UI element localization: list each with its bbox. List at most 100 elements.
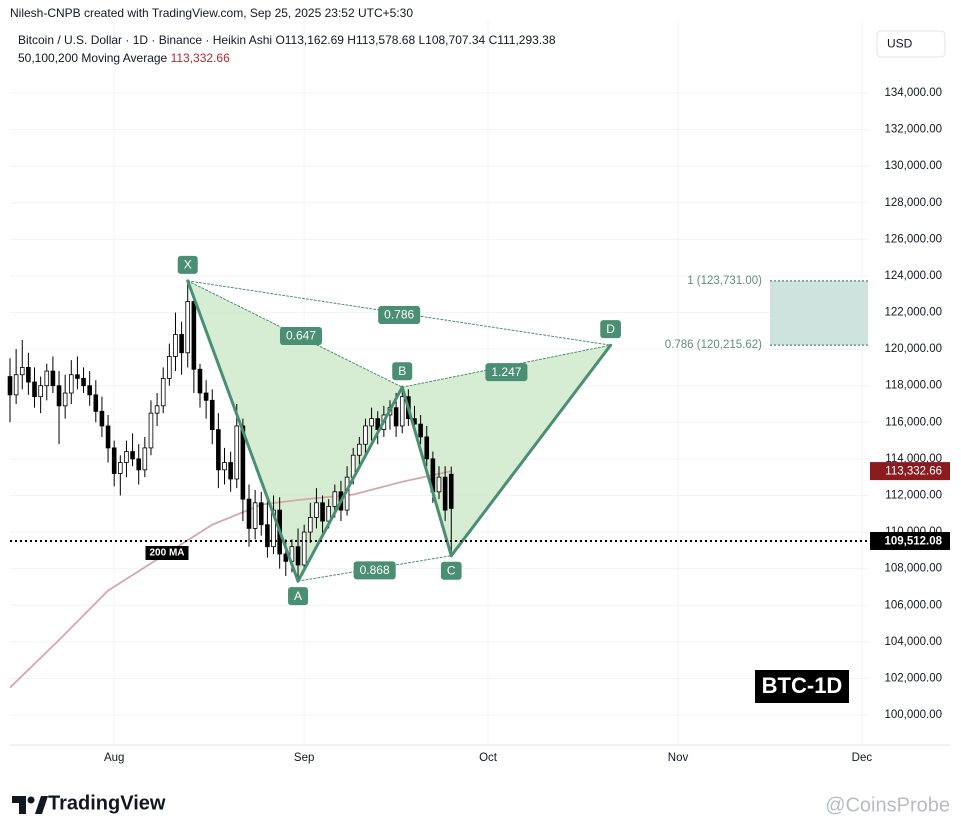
currency[interactable]: USD bbox=[887, 37, 913, 51]
pattern-leg bbox=[400, 385, 453, 558]
candle-body bbox=[222, 462, 227, 471]
candle-body bbox=[118, 462, 123, 474]
ohlc-low: L108,707.34 bbox=[418, 33, 485, 47]
ma-tag: 200 MA bbox=[145, 546, 189, 560]
symbol-line: Bitcoin / U.S. Dollar · 1D · Binance · H… bbox=[18, 33, 556, 47]
candle-body bbox=[185, 301, 191, 354]
fib-zone bbox=[770, 280, 868, 346]
indicator-value: 113,332.66 bbox=[171, 51, 230, 65]
point-label-box bbox=[600, 320, 621, 339]
candle-body bbox=[209, 399, 215, 431]
y-tick-label: 116,000.00 bbox=[885, 416, 942, 428]
y-tick-label: 108,000.00 bbox=[884, 563, 942, 575]
y-tick-label: 114,000.00 bbox=[885, 453, 942, 465]
y-tick-label: 106,000.00 bbox=[884, 599, 942, 611]
candle-body bbox=[99, 410, 105, 427]
candle-body bbox=[252, 502, 258, 529]
ohlc-high: H113,578.68 bbox=[347, 33, 415, 47]
candle-body bbox=[369, 418, 374, 427]
ratio-label-box bbox=[353, 561, 396, 580]
point-label: B bbox=[392, 362, 413, 381]
x-tick-label: Oct bbox=[479, 752, 498, 764]
y-tick-label: 130,000.00 bbox=[884, 160, 942, 172]
ratio-label-box bbox=[279, 327, 322, 346]
candle-body bbox=[32, 381, 37, 398]
y-tick-label: 124,000.00 bbox=[884, 270, 942, 282]
y-tick-label: 100,000.00 bbox=[884, 709, 942, 721]
ratio-label-box bbox=[378, 306, 421, 325]
watermark: @CoinsProbe bbox=[825, 794, 950, 816]
candle-body bbox=[228, 462, 233, 480]
candle-body bbox=[136, 458, 141, 471]
ratio-label-box bbox=[485, 363, 528, 382]
badge-box bbox=[755, 670, 849, 703]
pattern-leg bbox=[449, 343, 613, 558]
candle-body bbox=[320, 502, 325, 522]
candle-body bbox=[62, 392, 68, 407]
candle-body bbox=[265, 524, 270, 548]
ratio-label-text: 1.247 bbox=[491, 365, 521, 379]
x-tick-label: Aug bbox=[104, 752, 124, 764]
ma-value-label: 113,332.66 bbox=[885, 466, 942, 478]
candle-body bbox=[399, 396, 405, 427]
y-tick-label: 120,000.00 bbox=[884, 343, 942, 355]
candle-body bbox=[283, 553, 289, 562]
candle-body bbox=[308, 517, 313, 533]
candle-body bbox=[357, 443, 362, 456]
candle-body bbox=[363, 425, 368, 445]
point-label: C bbox=[440, 561, 462, 580]
candle-body bbox=[197, 368, 203, 394]
point-label: A bbox=[288, 587, 309, 606]
y-tick-label: 104,000.00 bbox=[884, 636, 942, 648]
candle-body bbox=[191, 301, 197, 370]
candle-body bbox=[124, 451, 129, 463]
y-tick-label: 132,000.00 bbox=[884, 124, 942, 136]
point-label-box bbox=[392, 362, 413, 381]
x-tick-label: Nov bbox=[668, 752, 689, 764]
currency-button[interactable] bbox=[876, 30, 946, 58]
candle-body bbox=[234, 425, 240, 480]
candle-body bbox=[75, 374, 80, 379]
candle-body bbox=[173, 334, 178, 357]
y-tick-label: 118,000.00 bbox=[885, 380, 942, 392]
candle-body bbox=[203, 392, 209, 401]
candle-body bbox=[295, 546, 301, 566]
ratio-label: 0.647 bbox=[279, 327, 322, 346]
candle-body bbox=[142, 447, 148, 471]
y-tick-label: 134,000.00 bbox=[884, 87, 942, 99]
candle-body bbox=[56, 385, 62, 407]
candle-body bbox=[393, 407, 399, 427]
x-tick-label: Dec bbox=[852, 752, 873, 764]
y-tick-label: 102,000.00 bbox=[884, 672, 942, 684]
fib-label: 0.786 (120,215.62) bbox=[665, 339, 762, 351]
pattern-leg bbox=[296, 385, 404, 583]
logo-mark bbox=[12, 796, 48, 814]
ma-value-box bbox=[870, 462, 950, 481]
candle-body bbox=[258, 502, 264, 526]
candle-body bbox=[246, 498, 252, 529]
candle-body bbox=[240, 425, 246, 500]
candle-body bbox=[93, 394, 99, 412]
candle-body bbox=[436, 476, 442, 493]
grid: 100,000.00 102,000.00 104,000.00 106,000.00… bbox=[10, 20, 950, 764]
y-tick-label: 122,000.00 bbox=[884, 307, 942, 319]
ratio-label: 0.786 bbox=[378, 306, 421, 325]
symbol: Bitcoin / U.S. Dollar · 1D · Binance · H… bbox=[18, 33, 272, 47]
candle-body bbox=[7, 376, 13, 396]
candle-body bbox=[87, 385, 92, 396]
candle-body bbox=[442, 476, 448, 511]
candle-body bbox=[424, 436, 430, 460]
indicator: 50,100,200 Moving Average bbox=[18, 51, 168, 65]
point-label-text: C bbox=[447, 563, 456, 577]
candle-body bbox=[50, 370, 56, 387]
candle-body bbox=[105, 425, 111, 449]
ratio-label-text: 0.868 bbox=[360, 563, 390, 577]
candle-body bbox=[332, 491, 338, 507]
point-label: X bbox=[177, 255, 198, 274]
pattern-area bbox=[187, 280, 403, 582]
y-tick-label: 128,000.00 bbox=[884, 197, 942, 209]
candle-body bbox=[68, 374, 74, 394]
y-tick-label: 112,000.00 bbox=[885, 489, 942, 501]
ratio-label-text: 0.647 bbox=[286, 329, 316, 343]
